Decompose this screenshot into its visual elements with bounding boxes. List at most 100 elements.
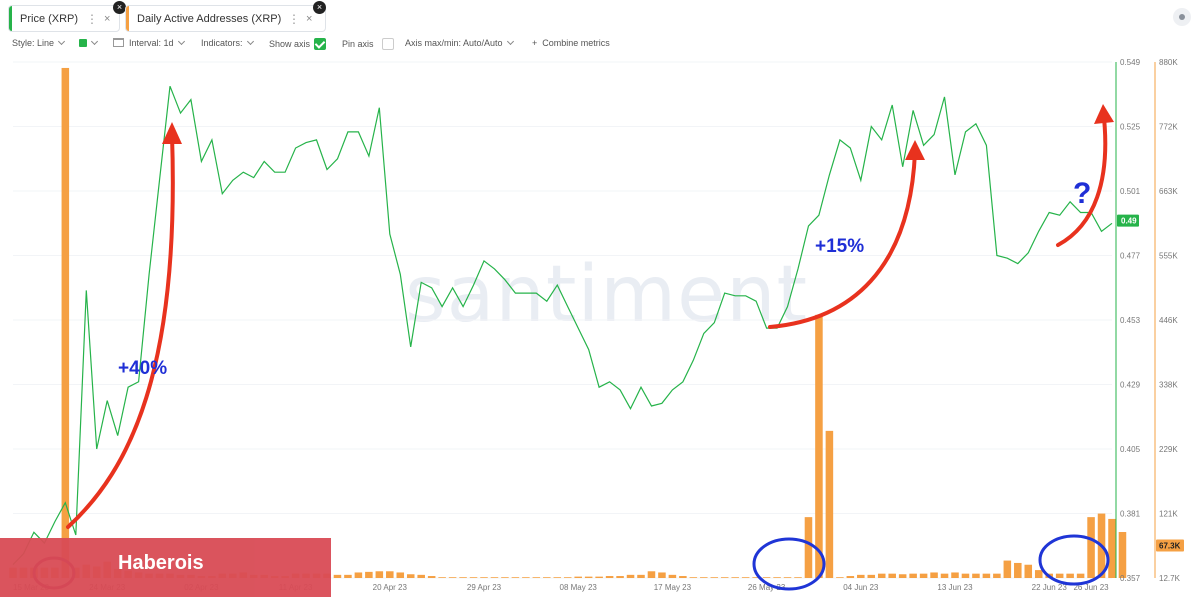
plus-icon: + (532, 38, 538, 48)
x-tick-label: 29 Apr 23 (467, 583, 502, 592)
address-bar (1055, 573, 1064, 578)
address-bar (679, 576, 687, 578)
show-axis-toggle[interactable]: Show axis (269, 38, 327, 50)
address-bar (438, 577, 446, 578)
address-bar (783, 577, 792, 578)
address-bar (961, 573, 970, 578)
pin-axis-checkbox[interactable] (381, 38, 394, 50)
x-tick-label: 26 May 23 (748, 583, 786, 592)
circle-annotation-3 (1038, 534, 1110, 586)
address-bar (1108, 518, 1116, 578)
axis-maxmin-dropdown[interactable]: Axis max/min: Auto/Auto (405, 37, 514, 48)
price-line (12, 85, 1113, 566)
brand-banner: Haberois (0, 538, 331, 597)
kebab-menu-icon[interactable]: ⋮ (288, 12, 300, 26)
price-tick-label: 0.525 (1120, 123, 1141, 132)
close-icon[interactable]: × (104, 13, 111, 25)
address-bar (1034, 570, 1043, 578)
x-tick-label: 22 Jun 23 (1032, 583, 1068, 592)
address-bar (543, 577, 551, 578)
address-bar (469, 577, 478, 578)
addresses-tick-label: 229K (1159, 445, 1178, 454)
price-tick-label: 0.357 (1120, 574, 1141, 583)
address-bar (909, 573, 917, 578)
x-tick-label: 20 Apr 23 (373, 583, 408, 592)
address-bar (877, 573, 886, 578)
current-price-badge (1117, 214, 1139, 227)
address-bar (752, 577, 760, 578)
address-bar (448, 577, 457, 578)
address-bar (710, 577, 719, 578)
address-bar (563, 577, 572, 578)
address-bar (930, 572, 938, 578)
address-bar (773, 577, 781, 578)
address-bar (951, 572, 959, 578)
address-bar (365, 571, 373, 578)
indicators-dropdown[interactable]: Indicators: (201, 37, 254, 48)
address-bar (804, 517, 813, 578)
address-bar (574, 576, 582, 578)
close-icon[interactable]: × (306, 13, 313, 25)
x-tick-label: 26 Jun 23 (1073, 583, 1109, 592)
tab-price-color (9, 6, 12, 31)
style-label: Style: Line (12, 38, 55, 48)
address-bar (427, 576, 436, 578)
address-bar (658, 572, 666, 578)
chart-toolbar: Style: Line Interval: 1d Indicators: Sho… (12, 37, 912, 52)
pin-axis-toggle[interactable]: Pin axis (342, 38, 394, 50)
address-bar (888, 573, 896, 578)
address-bar (898, 574, 907, 578)
address-bar (511, 577, 520, 578)
kebab-menu-icon[interactable]: ⋮ (86, 12, 98, 26)
address-bar (459, 577, 467, 578)
address-bar (689, 577, 698, 578)
color-picker[interactable] (79, 37, 99, 48)
address-bar (1087, 517, 1095, 578)
question-mark: ? (1073, 177, 1092, 210)
address-bar (1076, 573, 1085, 578)
address-bar (1066, 573, 1074, 578)
address-bar (626, 574, 635, 578)
address-bar (396, 572, 405, 578)
price-tick-label: 0.405 (1120, 445, 1141, 454)
current-addresses-badge (1156, 539, 1184, 552)
addresses-tick-label: 663K (1159, 187, 1178, 196)
remove-badge-icon[interactable]: × (313, 1, 326, 14)
combine-metrics-button[interactable]: + Combine metrics (532, 38, 610, 48)
address-bar (720, 577, 729, 578)
x-tick-label: 13 Jun 23 (937, 583, 973, 592)
address-bar (616, 576, 624, 578)
style-dropdown[interactable]: Style: Line (12, 37, 66, 48)
tab-daily-active-addresses[interactable]: Daily Active Addresses (XRP) ⋮ × × (125, 1, 326, 32)
color-swatch (79, 39, 87, 47)
arrow-annotation-1 (66, 122, 182, 529)
address-bar (857, 574, 865, 578)
addresses-tick-label: 446K (1159, 316, 1178, 325)
interval-dropdown[interactable]: Interval: 1d (113, 37, 185, 48)
addresses-tick-label: 12.7K (1159, 574, 1181, 583)
show-axis-checkbox[interactable] (314, 38, 327, 50)
arrow-annotation-2 (768, 140, 925, 329)
tab-price-label: Price (XRP) (20, 12, 79, 25)
address-bar (1118, 532, 1127, 578)
addresses-tick-label: 880K (1159, 58, 1178, 67)
axis-maxmin-label: Axis max/min: Auto/Auto (405, 38, 503, 48)
address-bar (919, 573, 928, 578)
remove-badge-icon[interactable]: × (113, 1, 126, 14)
address-bar (647, 571, 656, 578)
x-tick-label: 04 Jun 23 (843, 583, 879, 592)
address-bar (354, 572, 363, 578)
settings-icon[interactable] (1173, 8, 1191, 26)
address-bar (982, 573, 991, 578)
address-bar (417, 574, 425, 578)
price-tick-label: 0.453 (1120, 316, 1141, 325)
address-bar (668, 574, 677, 578)
addresses-tick-label: 772K (1159, 123, 1178, 132)
y-axes: 0.549 0.525 0.501 0.477 0.453 0.429 0.405 0.381… (1115, 58, 1184, 583)
gain-label-40: +40% (118, 358, 168, 379)
tab-price-xrp[interactable]: Price (XRP) ⋮ × × (8, 1, 126, 32)
address-bar (501, 577, 509, 578)
address-bar (406, 574, 415, 578)
address-bar (522, 577, 530, 578)
address-bar (836, 577, 844, 578)
